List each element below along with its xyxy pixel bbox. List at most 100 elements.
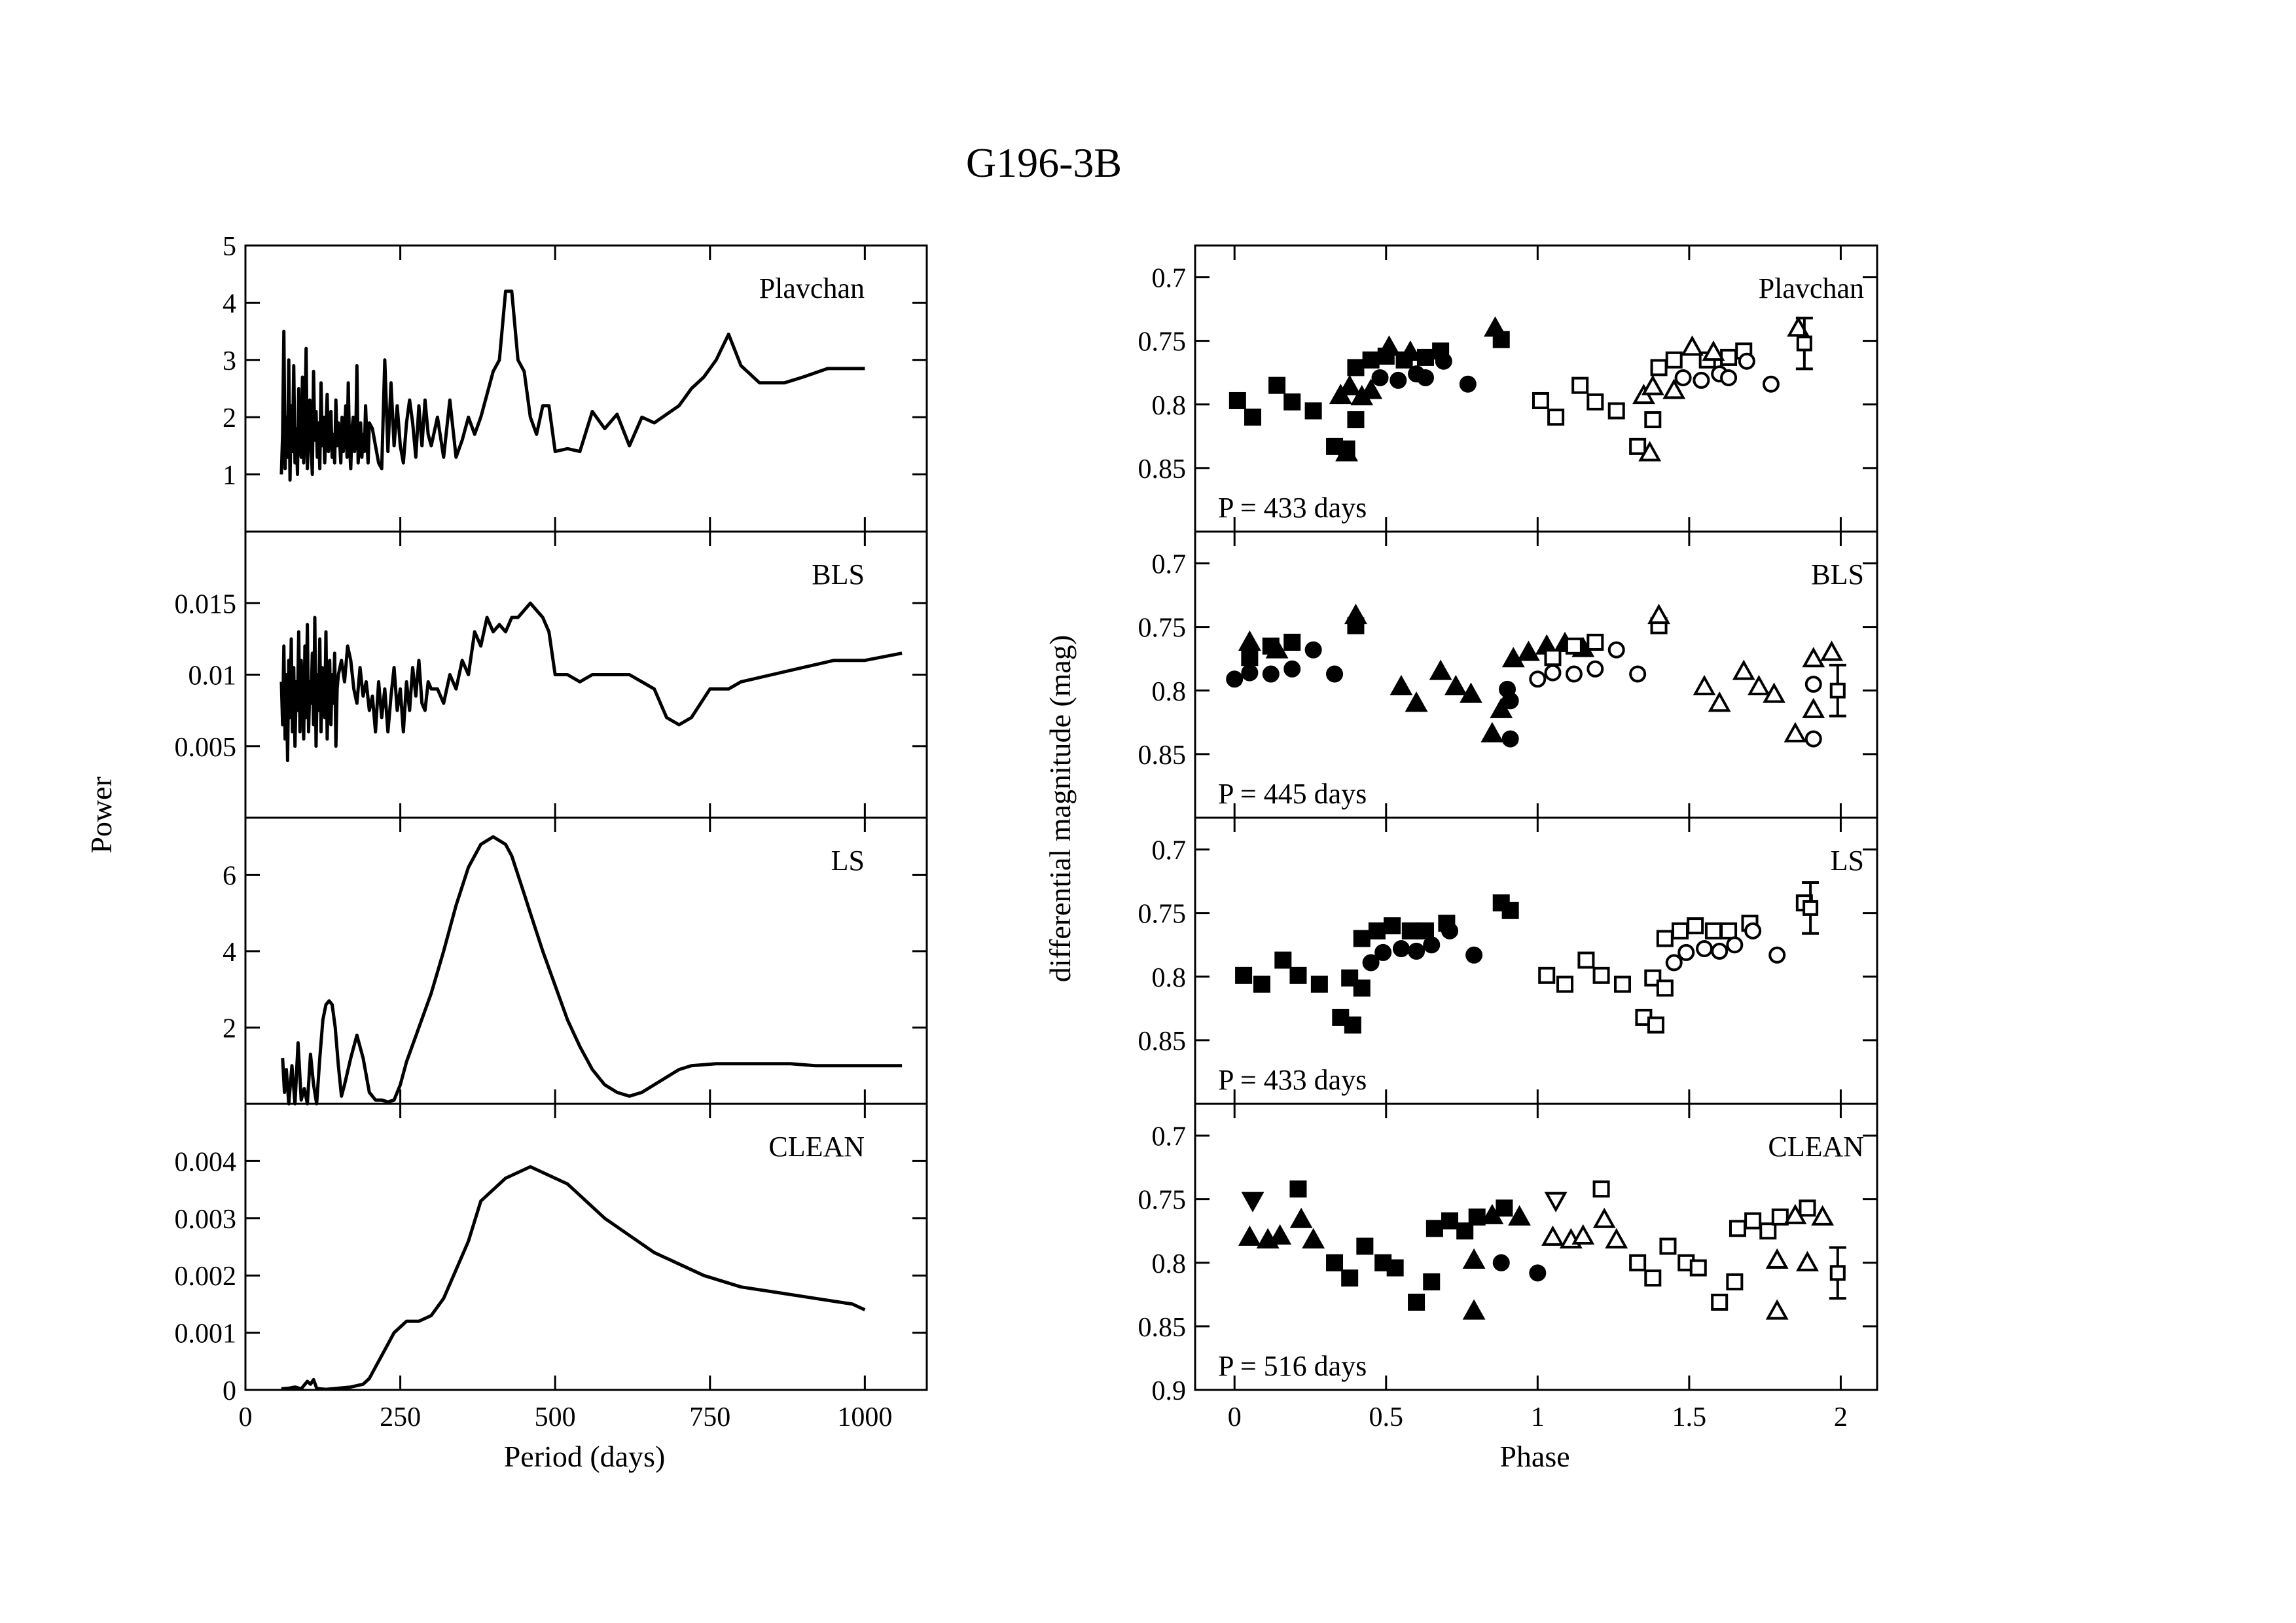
lightcurve-plavchan-circle-marker (1416, 369, 1434, 386)
lightcurve-plavchan-square-marker (1720, 348, 1738, 366)
lightcurve-ls-square-marker (1656, 979, 1674, 997)
periodogram-bls-panel: 0.005 0.01 0.015 BLS (175, 530, 928, 819)
lightcurve-bls-square-marker (1283, 633, 1301, 651)
lightcurve-plavchan-circle-marker (1371, 369, 1389, 386)
lightcurve-clean-ytick-label: 0.85 (1138, 1313, 1187, 1343)
lightcurve-ls-circle-marker (1408, 942, 1426, 960)
lightcurve-ls-ytick-label: 0.7 (1152, 836, 1187, 866)
lightcurve-clean-triangle-marker (1462, 1248, 1486, 1269)
lightcurve-plavchan-circle-marker (1720, 369, 1738, 386)
lightcurve-bls-triangle-marker (1647, 604, 1670, 625)
lightcurve-clean-triangle-marker (1784, 1203, 1807, 1224)
lightcurve-clean-triangle-marker (1289, 1207, 1313, 1228)
lightcurve-bls-triangle-marker (1732, 659, 1755, 680)
lightcurve-clean-square-marker (1629, 1254, 1647, 1271)
lightcurve-ls-square-marker (1704, 922, 1722, 939)
lightcurve-bls-triangle-marker (1460, 682, 1482, 703)
lightcurve-plavchan-circle-marker (1762, 375, 1780, 393)
lightcurve-bls-circle-marker (1226, 670, 1244, 688)
lightcurve-plavchan-circle-marker (1459, 375, 1477, 393)
lightcurve-clean-triangle-marker (1238, 1225, 1261, 1246)
lightcurve-plavchan-triangle-marker (1681, 335, 1704, 356)
lightcurve-ls-square-marker (1353, 979, 1371, 997)
lightcurve-plavchan-square-marker (1532, 392, 1549, 409)
lightcurve-plavchan-square-marker (1362, 351, 1380, 369)
lightcurve-plavchan-triangle-marker (1338, 374, 1361, 395)
lightcurve-plavchan-errorbar-marker (1796, 335, 1812, 352)
lightcurve-bls-triangle-marker (1517, 640, 1540, 661)
lightcurve-plavchan-ytick-label: 0.85 (1138, 454, 1187, 484)
lightcurve-plavchan-triangle-marker (1359, 378, 1383, 399)
lightcurve-bls-triangle-marker (1429, 659, 1452, 680)
lightcurve-clean-square-marker (1496, 1199, 1513, 1217)
lightcurve-bls-triangle-marker (1763, 682, 1785, 703)
lightcurve-ls-square-marker (1310, 976, 1328, 993)
lightcurve-clean-ytick-label: 0.9 (1152, 1376, 1187, 1406)
periodogram-bls-ytick-label: 0.005 (175, 733, 237, 763)
lightcurve-ls-circle-marker (1423, 936, 1441, 954)
lightcurve-plavchan-square-marker (1268, 376, 1286, 394)
lightcurve-plavchan-triangle-marker (1662, 378, 1686, 399)
lightcurve-ls-square-marker (1235, 966, 1253, 984)
lightcurve-ls-errorbar-marker (1803, 900, 1819, 916)
lightcurve-bls-circle-marker (1283, 660, 1301, 678)
lightcurve-clean-triangle-marker (1765, 1248, 1789, 1269)
lightcurve-plavchan-square-marker (1629, 437, 1647, 455)
lightcurve-plavchan-square-marker (1304, 402, 1322, 420)
lightcurve-ls-square-marker (1592, 966, 1610, 984)
lightcurve-clean-period-label: P = 516 days (1218, 1350, 1367, 1382)
lightcurve-plavchan-panel: 0.7 0.75 0.8 0.85 Plavchan P = 433 days (1138, 244, 1878, 533)
lightcurve-ls-square-marker (1538, 966, 1556, 984)
lightcurve-clean-square-marker (1771, 1208, 1789, 1226)
left-x-axis-label: Period (days) (504, 1440, 666, 1473)
lightcurve-clean-triangle-marker (1811, 1205, 1835, 1226)
lightcurve-ls-square-marker (1577, 951, 1595, 969)
lightcurve-plavchan-triangle-marker (1484, 316, 1507, 337)
lightcurve-clean-square-marker (1408, 1293, 1426, 1311)
lightcurve-plavchan-square-marker (1665, 351, 1683, 369)
lightcurve-ls-circle-marker (1696, 940, 1713, 958)
lightcurve-plavchan-circle-marker (1693, 371, 1710, 389)
lightcurve-bls-circle-marker (1587, 660, 1604, 678)
lightcurve-bls-circle-marker (1262, 665, 1280, 683)
lightcurve-clean-triangle-marker (1462, 1299, 1486, 1320)
lightcurve-ls-circle-marker (1768, 946, 1786, 964)
lightcurve-clean-triangle-marker (1571, 1224, 1595, 1245)
lightcurve-plavchan-square-marker (1416, 348, 1434, 366)
lightcurve-bls-triangle-marker (1693, 674, 1716, 695)
lightcurve-bls-square-marker (1565, 637, 1583, 655)
lightcurve-clean-triangle-marker (1480, 1203, 1504, 1224)
lightcurve-bls-circle-marker (1629, 665, 1647, 683)
lightcurve-ls-period-label: P = 433 days (1218, 1064, 1367, 1096)
periodogram-plavchan-panel: 1 2 3 4 5 Plavchan (223, 232, 928, 533)
lightcurve-clean-square-marker (1423, 1273, 1441, 1290)
lightcurve-clean-square-marker (1592, 1180, 1610, 1198)
lightcurve-bls-triangle-marker (1390, 674, 1413, 695)
lightcurve-plavchan-square-marker (1229, 392, 1246, 409)
lightcurve-clean-square-marker (1729, 1220, 1746, 1237)
lightcurve-clean-square-marker (1341, 1269, 1359, 1287)
lightcurve-plavchan-triangle-marker (1399, 340, 1422, 361)
lightcurve-plavchan-triangle-marker (1377, 335, 1401, 356)
lightcurve-clean-square-marker (1468, 1208, 1486, 1226)
lightcurve-bls-triangle-marker (1708, 691, 1731, 712)
lightcurve-bls-triangle-marker (1802, 697, 1825, 718)
lightcurve-clean-errorbar-marker (1829, 1265, 1846, 1281)
lightcurve-bls-triangle-marker (1501, 647, 1525, 668)
periodogram-ls-ytick-label: 4 (223, 938, 236, 968)
right-x-axis-label: Phase (1499, 1440, 1570, 1473)
periodogram-bls-ytick-label: 0.015 (175, 589, 237, 619)
lightcurve-ls-square-marker (1353, 930, 1371, 947)
lightcurve-bls-circle-marker (1804, 676, 1822, 693)
lightcurve-ls-square-marker (1613, 976, 1631, 993)
periodogram-ls-ytick-label: 2 (223, 1013, 236, 1044)
lightcurve-clean-xtick-label: 1 (1531, 1402, 1545, 1432)
lightcurve-ls-square-marker (1647, 1016, 1664, 1034)
lightcurve-plavchan-circle-marker (1435, 352, 1452, 370)
lightcurve-clean-xtick-label: 1.5 (1672, 1402, 1707, 1432)
lightcurve-clean-down-triangle-marker (1241, 1192, 1265, 1213)
lightcurve-ls-circle-marker (1711, 942, 1729, 960)
lightcurve-ls-square-marker (1368, 922, 1386, 939)
lightcurve-plavchan-square-marker (1571, 376, 1589, 394)
lightcurve-clean-square-marker (1759, 1222, 1777, 1240)
